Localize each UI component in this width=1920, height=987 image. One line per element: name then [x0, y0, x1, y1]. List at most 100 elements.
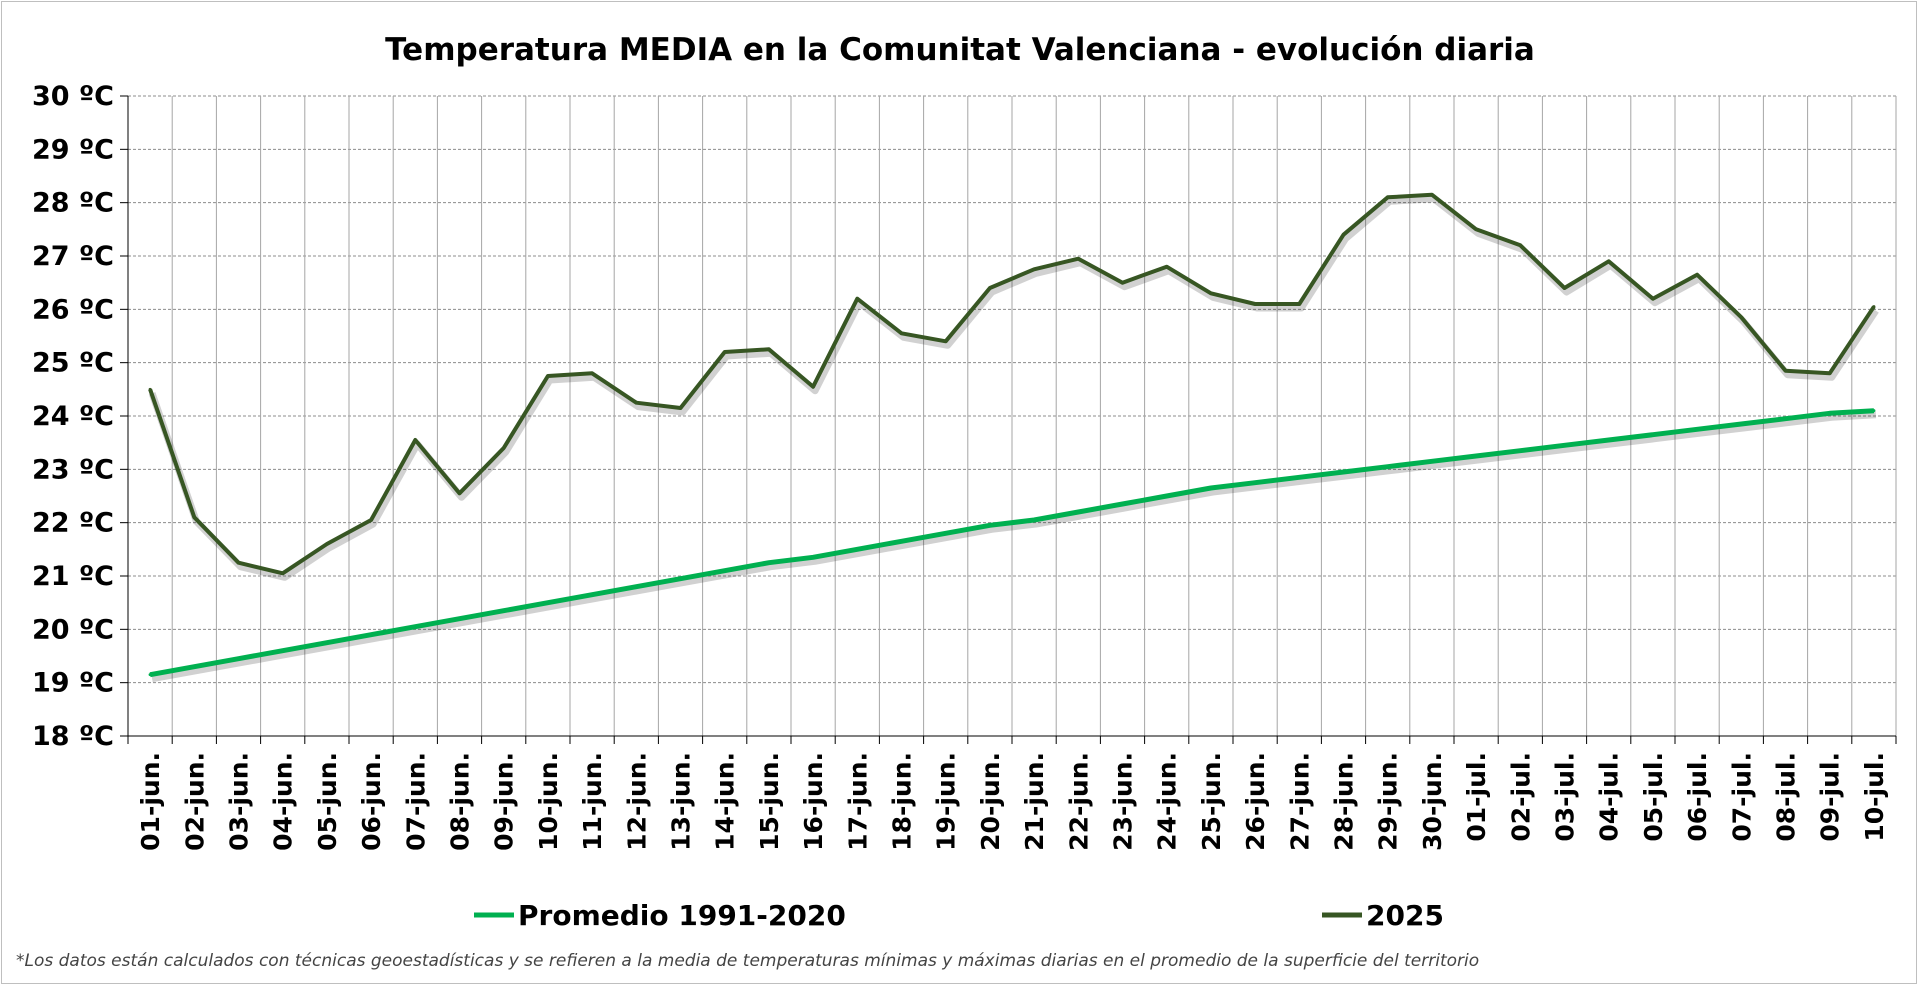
data-point-promedio-1991-2020 [1784, 417, 1787, 421]
x-tick-label: 04-jul. [1595, 752, 1624, 842]
data-point-2025 [900, 331, 903, 335]
data-point-promedio-1991-2020 [855, 547, 859, 551]
data-point-promedio-1991-2020 [679, 577, 682, 581]
data-point-2025 [767, 347, 771, 351]
data-point-promedio-1991-2020 [1165, 494, 1169, 498]
x-tick-label: 07-jun. [401, 752, 430, 851]
data-point-2025 [1474, 227, 1478, 231]
data-point-2025 [148, 387, 152, 391]
x-tick-label: 07-jul. [1727, 752, 1756, 842]
series-line-2025 [148, 192, 1876, 576]
footnote: *Los datos están calculados con técnicas… [16, 951, 1479, 971]
data-point-2025 [1563, 286, 1566, 290]
data-point-2025 [1209, 291, 1213, 295]
data-point-2025 [413, 438, 417, 442]
data-point-2025 [1253, 302, 1257, 306]
x-tick-label: 06-jun. [357, 752, 386, 851]
data-point-2025 [546, 374, 550, 378]
x-tick-label: 23-jun. [1109, 752, 1138, 851]
data-point-promedio-1991-2020 [1607, 438, 1611, 442]
data-point-2025 [1121, 281, 1124, 285]
data-point-2025 [1032, 267, 1036, 271]
data-point-2025 [1651, 297, 1655, 301]
data-point-promedio-1991-2020 [502, 609, 506, 613]
y-tick-label: 28 ºC [32, 188, 114, 219]
data-point-2025 [1076, 257, 1080, 261]
data-point-promedio-1991-2020 [1121, 502, 1124, 506]
data-point-2025 [679, 406, 682, 410]
data-point-2025 [1872, 305, 1876, 309]
x-tick-label: 14-jun. [711, 752, 740, 851]
data-point-2025 [1784, 369, 1787, 373]
data-point-promedio-1991-2020 [1386, 465, 1390, 469]
data-point-promedio-1991-2020 [1209, 486, 1213, 490]
x-tick-label: 12-jun. [622, 752, 651, 851]
x-tick-label: 02-jul. [1506, 752, 1535, 842]
x-tick-label: 20-jun. [976, 752, 1005, 851]
data-point-2025 [1607, 259, 1611, 263]
legend: Promedio 1991-2020 2025 [474, 899, 1444, 932]
chart-title: Temperatura MEDIA en la Comunitat Valenc… [385, 32, 1535, 68]
data-point-2025 [634, 401, 638, 405]
x-tick-label: 21-jun. [1020, 752, 1049, 851]
legend-label-2025: 2025 [1366, 899, 1444, 932]
x-tick-label: 05-jun. [313, 752, 342, 851]
data-point-promedio-1991-2020 [148, 673, 152, 677]
data-point-promedio-1991-2020 [1828, 411, 1832, 415]
y-tick-label: 29 ºC [32, 134, 114, 165]
y-tick-label: 20 ºC [32, 614, 114, 645]
x-tick-label: 25-jun. [1197, 752, 1226, 851]
x-tick-label: 02-jun. [180, 752, 209, 851]
x-tick-label: 09-jun. [490, 752, 519, 851]
y-tick-label: 30 ºC [32, 81, 114, 112]
x-tick-label: 26-jun. [1241, 752, 1270, 851]
data-point-2025 [1342, 233, 1345, 237]
x-tick-label: 13-jun. [667, 752, 696, 851]
y-tick-label: 24 ºC [32, 401, 114, 432]
data-point-promedio-1991-2020 [900, 539, 903, 543]
x-tick-label: 01-jun. [136, 752, 165, 851]
data-point-promedio-1991-2020 [1518, 449, 1522, 453]
series-shadow-promedio-1991-2020 [151, 411, 1877, 683]
data-point-promedio-1991-2020 [988, 523, 992, 527]
x-tick-label: 15-jun. [755, 752, 784, 851]
x-tick-label: 30-jun. [1418, 752, 1447, 851]
data-point-promedio-1991-2020 [811, 555, 815, 559]
y-tick-label: 26 ºC [32, 294, 114, 325]
data-point-promedio-1991-2020 [1076, 510, 1080, 514]
x-tick-label: 05-jul. [1639, 752, 1668, 842]
data-point-promedio-1991-2020 [1342, 470, 1345, 474]
data-point-2025 [944, 339, 948, 343]
x-tick-label: 10-jun. [534, 752, 563, 851]
data-point-promedio-1991-2020 [1695, 427, 1699, 431]
data-point-promedio-1991-2020 [1872, 409, 1876, 413]
data-point-promedio-1991-2020 [458, 617, 461, 621]
data-point-promedio-1991-2020 [192, 665, 196, 669]
x-tick-label: 03-jul. [1551, 752, 1580, 842]
data-point-2025 [1828, 371, 1832, 375]
data-point-2025 [1430, 193, 1434, 197]
data-point-promedio-1991-2020 [1563, 443, 1566, 447]
x-tick-label: 10-jul. [1860, 752, 1889, 842]
x-tick-label: 29-jun. [1374, 752, 1403, 851]
x-tick-label: 22-jun. [1064, 752, 1093, 851]
data-point-2025 [1739, 315, 1743, 319]
y-axis: 18 ºC 19 ºC 20 ºC 21 ºC 22 ºC 23 ºC 24 ºC 25 ºC… [32, 81, 129, 752]
x-tick-label: 18-jun. [888, 752, 917, 851]
data-point-promedio-1991-2020 [1253, 481, 1257, 485]
y-tick-label: 25 ºC [32, 348, 114, 379]
x-tick-label: 08-jun. [446, 752, 475, 851]
data-point-2025 [237, 561, 240, 565]
data-point-2025 [723, 350, 727, 354]
x-tick-label: 01-jul. [1462, 752, 1491, 842]
x-tick-label: 27-jun. [1285, 752, 1314, 851]
data-point-promedio-1991-2020 [1032, 518, 1036, 522]
data-point-promedio-1991-2020 [723, 569, 727, 573]
data-point-promedio-1991-2020 [1651, 433, 1655, 437]
data-point-2025 [192, 515, 196, 519]
y-tick-label: 18 ºC [32, 721, 114, 752]
x-axis: 01-jun. 02-jun. 03-jun. 04-jun. 05-jun. 06-ju… [127, 735, 1897, 851]
x-tick-label: 08-jul. [1772, 752, 1801, 842]
data-point-2025 [1518, 243, 1522, 247]
